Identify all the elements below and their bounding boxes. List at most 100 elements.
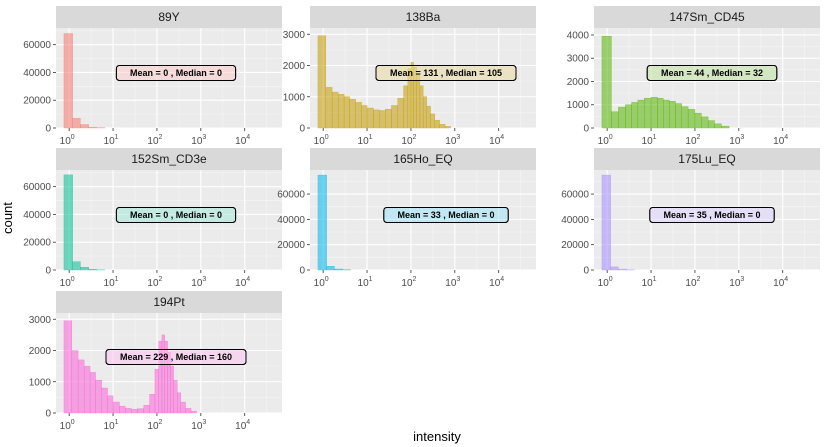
x-tick-label: 102 xyxy=(147,276,162,289)
histogram-bar xyxy=(631,102,639,129)
annotation-box-overlay xyxy=(383,207,509,223)
histogram-bar xyxy=(707,120,715,129)
histogram-bar xyxy=(422,96,428,129)
y-tick-label: 2000 xyxy=(29,346,52,357)
histogram-bar xyxy=(714,123,722,129)
histogram-bar xyxy=(80,267,89,271)
histogram-bar xyxy=(83,365,91,414)
histogram-bar xyxy=(625,104,632,129)
y-tick-label: 1000 xyxy=(567,100,590,111)
histogram-bar xyxy=(185,408,192,414)
histogram-bar xyxy=(95,379,102,414)
y-tick-label: 40000 xyxy=(561,215,589,226)
histogram-bar xyxy=(397,98,404,129)
histogram-bar xyxy=(88,269,97,271)
histogram-bar xyxy=(657,98,664,129)
x-tick-label: 103 xyxy=(729,276,744,289)
histogram-bar xyxy=(611,111,619,129)
x-tick-label: 101 xyxy=(104,134,119,147)
x-tick-label: 100 xyxy=(60,134,75,147)
facet-strip-label: 147Sm_CD45 xyxy=(669,10,745,24)
y-axis-label: count xyxy=(0,202,15,234)
x-tick-label: 102 xyxy=(147,134,162,147)
histogram-bars xyxy=(601,174,635,271)
histogram-bar xyxy=(687,109,696,129)
x-tick-label: 102 xyxy=(401,276,416,289)
facet-panel: 138Ba 0 1000 2000 3000 100 101 102 103 104 Mean = … xyxy=(283,6,536,147)
y-tick-label: 20000 xyxy=(23,96,51,107)
histogram-bar xyxy=(325,87,333,129)
x-tick-label: 103 xyxy=(729,134,744,147)
histogram-bars xyxy=(63,320,197,414)
histogram-bar xyxy=(334,268,343,271)
histogram-bar xyxy=(161,334,165,414)
y-tick-label: 0 xyxy=(45,124,51,135)
x-tick-label: 102 xyxy=(147,419,162,432)
histogram-bar xyxy=(107,395,114,414)
facet-strip xyxy=(594,148,820,170)
y-tick-label: 0 xyxy=(45,409,51,420)
facet-panel: 89Y 0 20000 40000 60000 100 101 102 103 104 Mean =… xyxy=(23,6,282,147)
histogram-bars xyxy=(317,174,351,271)
y-tick-label: 3000 xyxy=(567,54,590,65)
histogram-bar xyxy=(416,74,421,129)
histogram-bar xyxy=(119,405,126,414)
y-tick-label: 0 xyxy=(299,266,305,277)
histogram-bar xyxy=(663,99,670,129)
y-tick-label: 0 xyxy=(45,266,51,277)
annotation-label: Mean = 0 , Median = 0 xyxy=(130,68,222,78)
histogram-bar xyxy=(331,91,339,129)
y-tick-label: 0 xyxy=(583,124,589,135)
annotation-box-overlay xyxy=(105,349,247,365)
facet-strip xyxy=(56,148,282,170)
histogram-bar xyxy=(337,94,345,129)
histogram-bar xyxy=(644,98,652,129)
x-tick-label: 100 xyxy=(60,419,75,432)
facet-strip xyxy=(594,6,820,28)
annotation-box-overlay xyxy=(646,65,778,81)
y-tick-label: 40000 xyxy=(277,215,305,226)
histogram-bars xyxy=(317,35,451,129)
facet-panel: 175Lu_EQ 0 20000 40000 60000 100 101 102 103 104 M… xyxy=(561,148,820,289)
histogram-bar xyxy=(701,116,709,129)
facet-strip xyxy=(56,291,282,313)
histogram-bar xyxy=(71,350,79,414)
x-tick-label: 100 xyxy=(314,276,329,289)
histogram-bar xyxy=(89,372,96,414)
x-tick-label: 104 xyxy=(773,276,788,289)
histogram-bar xyxy=(317,35,327,129)
histogram-bar xyxy=(618,106,626,129)
x-tick-label: 104 xyxy=(235,276,250,289)
histogram-bar xyxy=(317,174,327,271)
y-tick-label: 3000 xyxy=(283,30,306,41)
histogram-bar xyxy=(343,96,350,129)
facet-panel: 194Pt 0 1000 2000 3000 100 101 102 103 104 Mean = … xyxy=(29,291,282,432)
facet-strip xyxy=(56,6,282,28)
histogram-bar xyxy=(72,118,81,129)
facet-strip-label: 165Ho_EQ xyxy=(393,152,452,166)
histogram-bar xyxy=(618,268,627,271)
histogram-bar xyxy=(637,99,645,129)
histogram-bar xyxy=(721,125,730,129)
x-tick-label: 100 xyxy=(598,276,613,289)
histogram-bar xyxy=(143,404,150,414)
x-tick-label: 104 xyxy=(235,419,250,432)
x-tick-label: 101 xyxy=(104,276,119,289)
histogram-bar xyxy=(349,99,356,129)
x-tick-label: 104 xyxy=(235,134,250,147)
histogram-bar xyxy=(439,124,446,129)
y-tick-label: 60000 xyxy=(23,182,51,193)
x-tick-label: 104 xyxy=(489,276,504,289)
histogram-bar xyxy=(675,103,682,129)
y-tick-label: 60000 xyxy=(561,190,589,201)
histogram-bar xyxy=(63,174,73,271)
histogram-bar xyxy=(173,379,178,414)
facet-panel: 165Ho_EQ 0 20000 40000 60000 100 101 102 103 104 M… xyxy=(277,148,536,289)
histogram-bar xyxy=(137,408,144,414)
y-tick-label: 60000 xyxy=(277,190,305,201)
histogram-bar xyxy=(80,124,89,129)
histogram-bar xyxy=(361,105,368,129)
y-tick-label: 3000 xyxy=(29,315,52,326)
histogram-bars xyxy=(601,35,730,129)
